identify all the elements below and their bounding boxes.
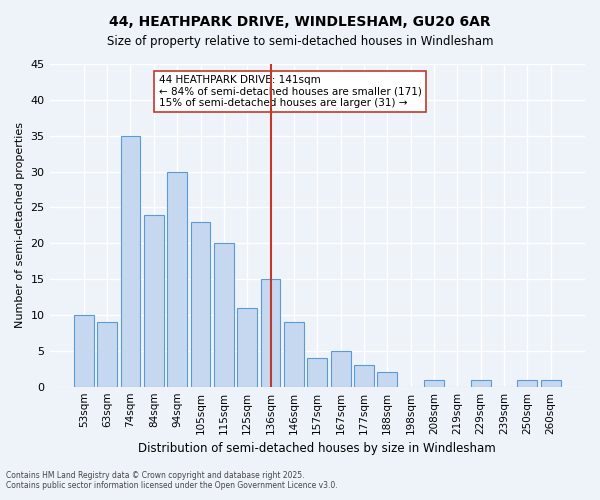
Bar [541,380,560,386]
Bar [214,244,234,386]
Bar [144,214,164,386]
Y-axis label: Number of semi-detached properties: Number of semi-detached properties [15,122,25,328]
Bar [238,308,257,386]
Bar [377,372,397,386]
Text: 44 HEATHPARK DRIVE: 141sqm
← 84% of semi-detached houses are smaller (171)
15% o: 44 HEATHPARK DRIVE: 141sqm ← 84% of semi… [158,75,421,108]
Bar [307,358,327,386]
Bar [331,351,350,386]
Bar [167,172,187,386]
Bar [74,315,94,386]
Bar [517,380,538,386]
Bar [191,222,211,386]
Text: 44, HEATHPARK DRIVE, WINDLESHAM, GU20 6AR: 44, HEATHPARK DRIVE, WINDLESHAM, GU20 6A… [109,15,491,29]
Text: Contains HM Land Registry data © Crown copyright and database right 2025.
Contai: Contains HM Land Registry data © Crown c… [6,470,338,490]
Bar [260,279,280,386]
Bar [121,136,140,386]
Bar [471,380,491,386]
X-axis label: Distribution of semi-detached houses by size in Windlesham: Distribution of semi-detached houses by … [139,442,496,455]
Bar [354,365,374,386]
Bar [284,322,304,386]
Bar [97,322,117,386]
Text: Size of property relative to semi-detached houses in Windlesham: Size of property relative to semi-detach… [107,35,493,48]
Bar [424,380,444,386]
